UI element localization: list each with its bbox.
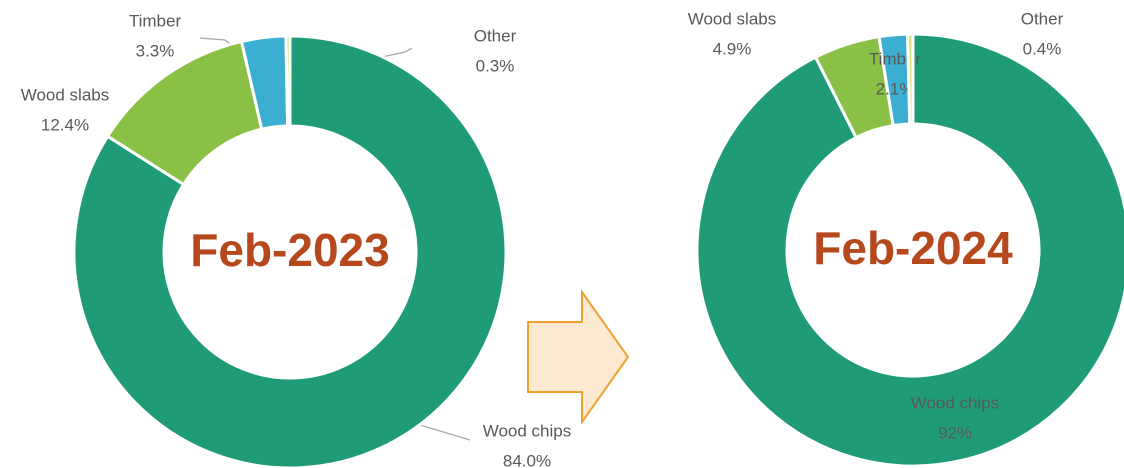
slice — [906, 32, 915, 126]
arrow — [527, 288, 630, 426]
value-label: 92% — [938, 423, 972, 442]
slice-label: Other — [474, 26, 517, 45]
value-label: 0.3% — [476, 56, 515, 75]
slice-label: Timber — [129, 11, 182, 30]
center-title: Feb-2024 — [813, 222, 1013, 274]
slice-label: Wood slabs — [688, 9, 777, 28]
value-label: 4.9% — [713, 39, 752, 58]
value-label: 84.0% — [503, 451, 551, 468]
value-label: 0.4% — [1023, 39, 1062, 58]
slice-label: Other — [1021, 9, 1064, 28]
slice — [284, 34, 292, 128]
value-label: 2.1% — [876, 79, 915, 98]
slice-label: Wood chips — [483, 421, 572, 440]
value-label: 12.4% — [41, 115, 89, 134]
slice-label: Wood chips — [911, 393, 1000, 412]
slice-label: Wood slabs — [21, 85, 110, 104]
center-title: Feb-2023 — [190, 224, 389, 276]
value-label: 3.3% — [136, 41, 175, 60]
slice — [695, 32, 1124, 468]
slice — [72, 34, 508, 468]
